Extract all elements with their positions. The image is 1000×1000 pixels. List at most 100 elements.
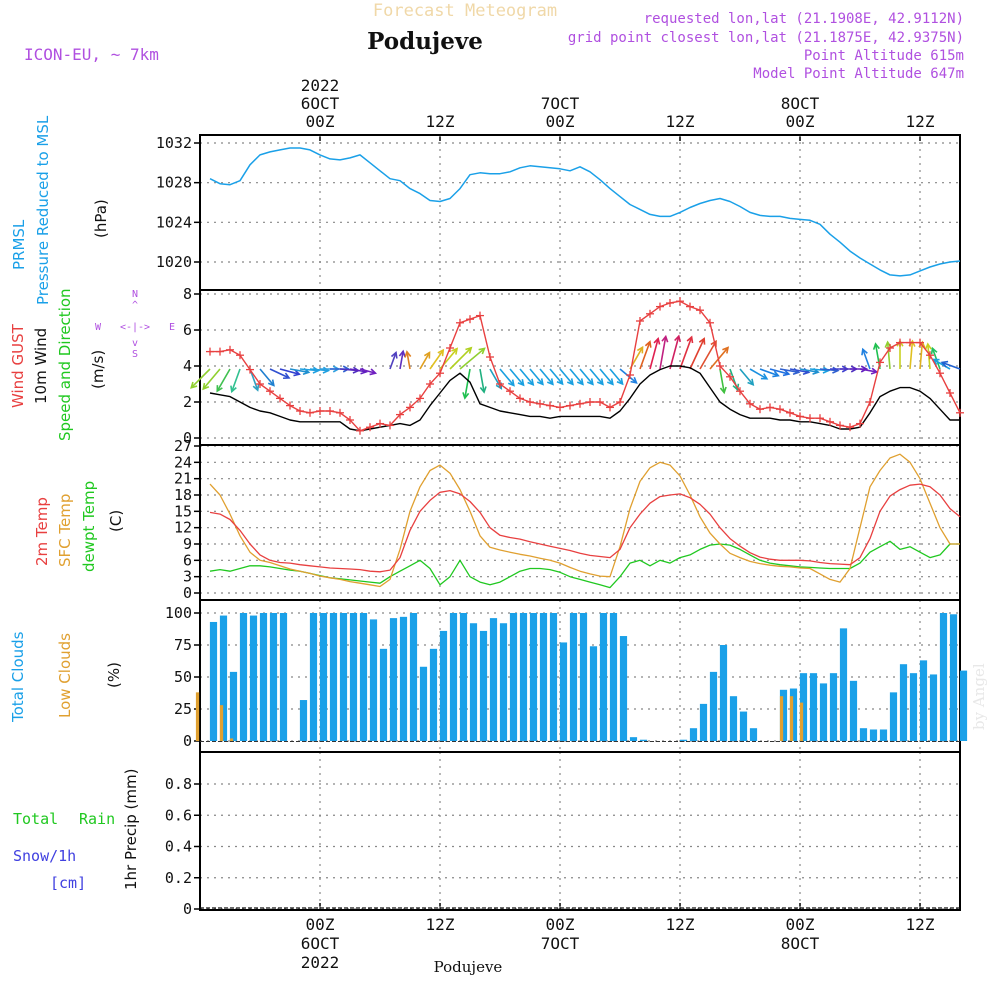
wind-arrow-head xyxy=(782,369,791,377)
wind-arrow-head xyxy=(586,378,594,386)
total-cloud-bar xyxy=(339,613,348,741)
temp-unit: (C) xyxy=(107,510,125,532)
gust-marker xyxy=(916,338,924,347)
y-tick-label: 75 xyxy=(174,636,192,654)
total-cloud-bar xyxy=(939,613,948,741)
wind-dir-label: Speed and Direction xyxy=(56,288,74,441)
panel-5: 0 0.2 0.4 0.6 0.8 xyxy=(165,751,961,918)
wind-arrow-shaft xyxy=(539,368,554,385)
wind-arrow-head xyxy=(216,385,223,393)
wind-arrow xyxy=(689,337,706,370)
wind-labels: Wind GUST 10m Wind Speed and Direction (… xyxy=(9,288,175,441)
pressure-labels: PRMSL Pressure Reduced to MSL (hPa) xyxy=(10,115,110,305)
gust-marker xyxy=(606,403,614,412)
time-label: 8OCT xyxy=(781,934,820,953)
wind-arrow-shaft xyxy=(269,368,290,379)
gust-marker xyxy=(446,344,454,352)
gust-marker xyxy=(476,311,484,320)
wind-arrow xyxy=(619,368,638,384)
wind-arrow-head xyxy=(202,382,210,391)
y-tick-label: 6 xyxy=(183,551,192,569)
total-cloud-bar xyxy=(399,616,408,741)
gust-marker xyxy=(326,407,334,415)
wind-arrow xyxy=(359,368,378,376)
total-cloud-bar xyxy=(679,739,688,741)
y-tick-label: 6 xyxy=(183,321,192,339)
gust-marker xyxy=(616,398,624,406)
compass-w: W xyxy=(95,322,102,333)
low-cloud-bar xyxy=(229,738,234,741)
wind-arrow-shaft xyxy=(299,368,319,372)
wind-arrow-head xyxy=(930,346,938,355)
wind-arrow-head xyxy=(722,346,730,354)
wind-arrow-shaft xyxy=(464,368,471,399)
requested-coords: requested lon,lat (21.1908E, 42.9112N) xyxy=(644,11,964,27)
wind-arrow-shaft xyxy=(349,368,367,373)
wind-arrow-shaft xyxy=(919,342,924,370)
wind-unit: (m/s) xyxy=(89,350,107,389)
wind-arrow-shaft xyxy=(519,368,534,386)
total-cloud-bar xyxy=(389,618,398,741)
total-cloud-bar xyxy=(889,692,898,741)
total-cloud-bar xyxy=(799,673,808,741)
wind-arrow-shaft xyxy=(569,368,584,385)
gust-marker xyxy=(906,338,914,347)
wind-arrow-head xyxy=(451,347,459,355)
wind-arrow xyxy=(924,342,932,370)
total-cloud-bar xyxy=(369,619,378,741)
total-cloud-bar xyxy=(929,674,938,741)
wind-arrow xyxy=(930,346,941,370)
time-label: 00Z xyxy=(546,112,575,131)
gust-marker xyxy=(406,403,414,412)
total-cloud-bar xyxy=(719,645,728,741)
gust-marker xyxy=(356,426,364,435)
wind-arrow xyxy=(549,368,564,386)
gust-marker xyxy=(226,345,234,354)
wind-arrow-head xyxy=(760,373,769,380)
total-cloud-bar xyxy=(569,613,578,741)
y-tick-label: 18 xyxy=(174,486,192,504)
temp-sfc-label: SFC Temp xyxy=(56,494,74,567)
wind-arrow-head xyxy=(423,351,431,359)
wind-arrow-head xyxy=(517,379,525,387)
wind-arrow-head xyxy=(465,346,473,354)
watermark: by Angel xyxy=(970,663,988,730)
gust-marker xyxy=(336,408,344,417)
total-cloud-bar xyxy=(539,613,548,741)
time-label: 12Z xyxy=(426,112,455,131)
wind-arrow xyxy=(579,368,594,386)
y-tick-label: 9 xyxy=(183,535,192,553)
total-cloud-bar xyxy=(809,673,818,741)
total-cloud-bar xyxy=(519,613,528,741)
wind-arrow-shaft xyxy=(509,368,525,386)
wind-arrow-shaft xyxy=(309,368,329,372)
total-cloud-bar xyxy=(439,630,448,741)
wind-arrow-head xyxy=(566,378,574,386)
wind-arrow xyxy=(932,358,951,370)
wind-arrow-head xyxy=(630,376,638,384)
wind-arrow-shaft xyxy=(202,368,221,390)
wind-arrow-head xyxy=(732,383,740,392)
gust-marker xyxy=(496,380,504,388)
model-altitude: Model Point Altitude 647m xyxy=(753,66,964,82)
gust-marker xyxy=(246,365,254,374)
precip-snow-label: Snow/1h xyxy=(13,847,76,865)
wind-arrow-shaft xyxy=(679,336,693,370)
wind-arrow-head xyxy=(390,350,398,359)
gust-marker xyxy=(236,351,244,360)
low-clouds-label: Low Clouds xyxy=(56,633,74,718)
wind-arrow-shaft xyxy=(289,368,309,374)
wind-arrow-head xyxy=(822,366,831,374)
wind-arrow-shaft xyxy=(689,338,705,370)
wind-arrow-shaft xyxy=(399,351,404,370)
wind-arrow xyxy=(349,367,368,375)
wind-arrow-shaft xyxy=(799,368,819,374)
wind-arrow-head xyxy=(661,334,669,343)
gust-marker xyxy=(536,399,544,408)
wind-arrow xyxy=(279,368,301,377)
total-cloud-bar xyxy=(419,666,428,741)
total-cloud-bar xyxy=(859,728,868,741)
wind-arrow-shaft xyxy=(909,341,914,370)
